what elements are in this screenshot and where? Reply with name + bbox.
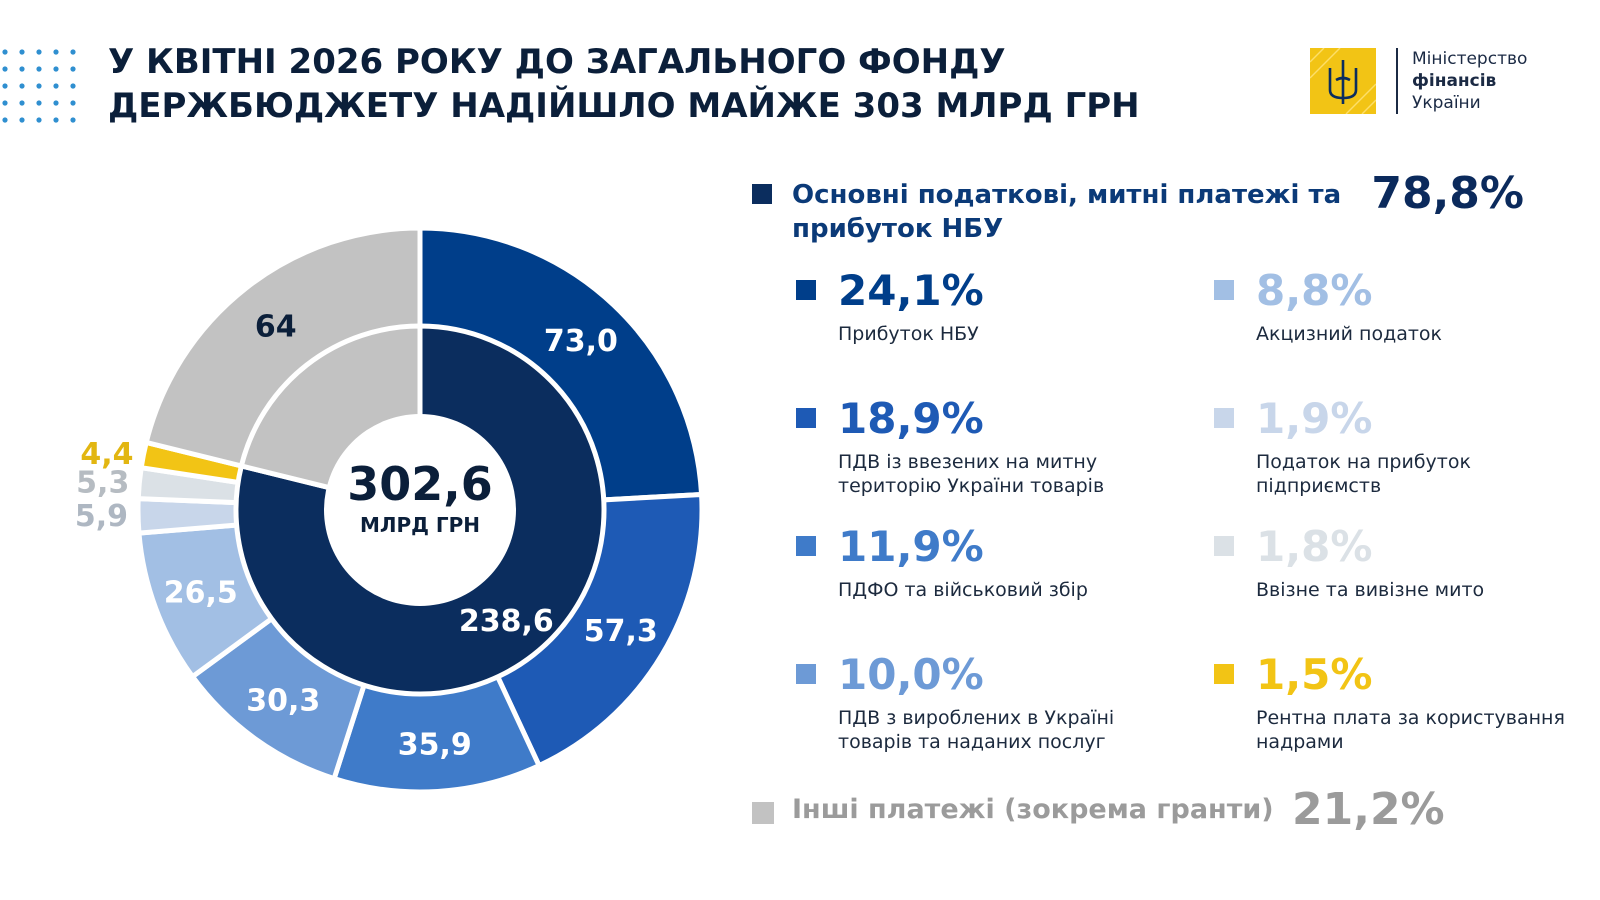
logo-divider	[1396, 48, 1398, 114]
inner-labels: 238,6	[459, 604, 554, 639]
legend-label: ПДВ з вироблених в Україні товарів та на…	[838, 707, 1115, 753]
legend-item: 8,8% Акцизний податок	[1214, 266, 1594, 382]
legend-item: 11,9% ПДФО та військовий збір	[796, 522, 1176, 638]
legend-percent: 24,1%	[838, 266, 984, 315]
other-payments-row: Інші платежі (зокрема гранти) 21,2%	[752, 784, 1552, 846]
outer-labels: 73,0 57,3 35,9 30,3 26,5 5,95,34,4 64	[75, 310, 658, 763]
page-title: У КВІТНІ 2026 РОКУ ДО ЗАГАЛЬНОГО ФОНДУ Д…	[108, 40, 1188, 128]
legend-item: 18,9% ПДВ із ввезених на митну територію…	[796, 394, 1176, 510]
segment-value-label: 57,3	[584, 614, 658, 649]
trident-emblem-icon	[1310, 48, 1376, 114]
legend-label: Ввізне та вивізне мито	[1256, 579, 1485, 601]
ministry-name-line-1: Міністерство	[1412, 49, 1528, 69]
legend-swatch	[1214, 664, 1234, 684]
legend-percent: 1,9%	[1256, 394, 1373, 443]
segment-value-label: 35,9	[398, 727, 472, 762]
legend-percent: 18,9%	[838, 394, 984, 443]
legend-label: Акцизний податок	[1256, 323, 1443, 345]
legend-label: Податок на прибуток підприємств	[1256, 451, 1471, 497]
legend-item: 1,5% Рентна плата за користування надрам…	[1214, 650, 1594, 766]
segment-value-label: 26,5	[164, 576, 238, 611]
ministry-logo: Міністерство фінансів України	[1310, 48, 1590, 114]
legend-swatch	[1214, 408, 1234, 428]
legend-percent: 8,8%	[1256, 266, 1373, 315]
legend-label: ПДВ із ввезених на митну територію Украї…	[838, 451, 1105, 497]
legend-percent: 1,8%	[1256, 522, 1373, 571]
segment-value-label: 30,3	[246, 684, 320, 719]
legend-swatch	[796, 664, 816, 684]
other-payments-swatch	[752, 802, 774, 824]
other-payments-percent: 21,2%	[1292, 784, 1445, 835]
legend-swatch	[1214, 280, 1234, 300]
segment-value-label: 4,4	[80, 437, 133, 472]
total-value: 302,6	[347, 457, 493, 511]
total-unit: МЛРД ГРН	[360, 513, 480, 537]
main-group-swatch	[752, 184, 772, 204]
legend-swatch	[796, 280, 816, 300]
title-line-2: ДЕРЖБЮДЖЕТУ НАДІЙШЛО МАЙЖЕ 303 МЛРД ГРН	[108, 86, 1140, 126]
legend-item: 1,9% Податок на прибуток підприємств	[1214, 394, 1594, 510]
segment-value-label: 64	[255, 310, 297, 345]
other-payments-label: Інші платежі (зокрема гранти)	[792, 794, 1274, 825]
segment-value-label: 73,0	[544, 324, 618, 359]
legend-swatch	[1214, 536, 1234, 556]
legend-percent: 10,0%	[838, 650, 984, 699]
revenue-donut-chart: 302,6 МЛРД ГРН 73,0 57,3 35,9 30,3 26,5 5,95,…	[75, 225, 705, 795]
main-group-percent: 78,8%	[1371, 168, 1524, 219]
decorative-dots	[2, 49, 76, 123]
title-line-1: У КВІТНІ 2026 РОКУ ДО ЗАГАЛЬНОГО ФОНДУ	[108, 42, 1006, 82]
legend-swatch	[796, 408, 816, 428]
ministry-name: Міністерство фінансів України	[1412, 48, 1527, 114]
segment-value-label: 5,9	[75, 499, 128, 534]
legend-swatch	[796, 536, 816, 556]
legend-label: ПДФО та військовий збір	[838, 579, 1088, 601]
ministry-name-line-2: фінансів	[1412, 71, 1497, 91]
ministry-name-line-3: України	[1412, 93, 1481, 113]
legend-item: 24,1% Прибуток НБУ	[796, 266, 1176, 382]
donut-center	[324, 414, 516, 606]
main-group-label: Основні податкові, митні платежі та приб…	[792, 180, 1342, 244]
legend-item: 1,8% Ввізне та вивізне мито	[1214, 522, 1594, 638]
segment-value-label: 5,3	[76, 466, 129, 501]
legend-percent: 1,5%	[1256, 650, 1373, 699]
segment-value-label: 238,6	[459, 604, 554, 639]
legend-percent: 11,9%	[838, 522, 984, 571]
donut-segment	[233, 323, 607, 697]
legend-label: Прибуток НБУ	[838, 323, 979, 345]
legend-item: 10,0% ПДВ з вироблених в Україні товарів…	[796, 650, 1176, 766]
legend-label: Рентна плата за користування надрами	[1256, 707, 1565, 753]
